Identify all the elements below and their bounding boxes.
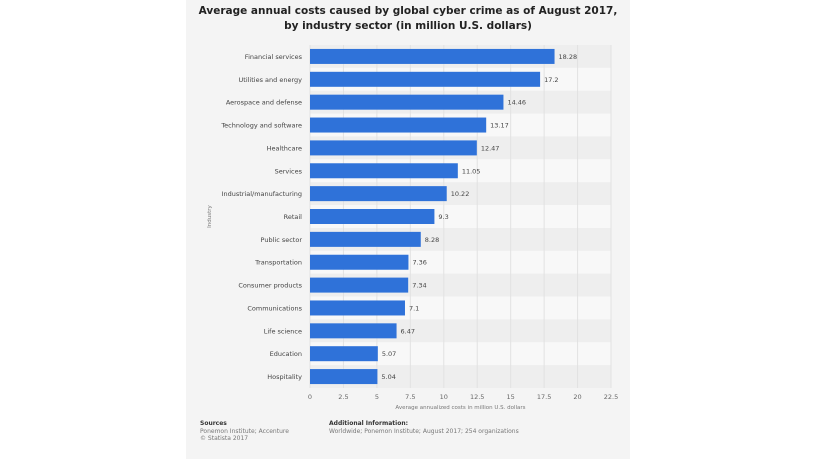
bar: [310, 163, 458, 179]
bar: [310, 300, 405, 316]
additional-info-block: Additional Information: Worldwide; Ponem…: [329, 420, 519, 435]
value-label: 5.04: [381, 373, 395, 381]
bar: [310, 346, 378, 362]
category-label: Financial services: [245, 53, 303, 61]
x-tick-label: 7.5: [405, 393, 415, 401]
x-tick-label: 2.5: [338, 393, 348, 401]
category-label: Industrial/manufacturing: [222, 190, 302, 198]
bar: [310, 140, 477, 156]
bar: [310, 209, 435, 224]
value-label: 13.17: [490, 122, 509, 130]
value-label: 12.47: [481, 144, 500, 152]
category-label: Consumer products: [238, 282, 302, 290]
category-label: Healthcare: [267, 144, 302, 152]
category-label: Transportation: [254, 259, 302, 267]
sources-heading: Sources: [200, 420, 227, 427]
value-label: 5.07: [382, 350, 396, 358]
x-axis-title: Average annualized costs in million U.S.…: [395, 405, 525, 411]
bar: [310, 94, 504, 110]
additional-info-text: Worldwide; Ponemon Institute; August 201…: [329, 427, 519, 435]
copyright-text: © Statista 2017: [200, 435, 249, 442]
value-label: 11.05: [462, 167, 481, 175]
x-tick-label: 0: [308, 393, 312, 401]
chart-title-line-1: Average annual costs caused by global cy…: [198, 5, 618, 17]
value-label: 10.22: [451, 190, 470, 198]
sources-text: Ponemon Institute; Accenture: [200, 427, 289, 435]
x-tick-label: 12.5: [470, 393, 484, 401]
y-axis-title: Industry: [207, 204, 213, 227]
x-tick-label: 20: [573, 393, 581, 401]
category-label: Services: [275, 167, 303, 175]
value-label: 14.46: [507, 99, 526, 107]
bar: [310, 323, 397, 339]
value-label: 6.47: [401, 327, 415, 335]
category-label: Communications: [247, 304, 302, 312]
category-label: Life science: [264, 327, 302, 335]
value-label: 9.3: [438, 213, 448, 221]
row-band: [310, 365, 611, 388]
category-label: Utilities and energy: [239, 76, 303, 84]
value-label: 17.2: [544, 76, 558, 84]
value-label: 7.1: [409, 304, 419, 312]
row-band: [310, 342, 611, 366]
bar: [310, 186, 447, 202]
category-label: Technology and software: [220, 122, 302, 130]
category-label: Education: [270, 350, 302, 358]
bar: [310, 48, 555, 64]
category-label: Aerospace and defense: [226, 99, 302, 107]
bar: [310, 369, 378, 385]
value-label: 8.28: [425, 236, 439, 244]
value-label: 18.28: [559, 53, 578, 61]
x-tick-label: 17.5: [537, 393, 551, 401]
x-tick-label: 22.5: [604, 393, 618, 401]
category-label: Public sector: [261, 236, 303, 244]
bar: [310, 71, 541, 87]
chart-title: Average annual costs caused by global cy…: [186, 4, 630, 34]
value-label: 7.36: [412, 259, 426, 267]
category-label: Hospitality: [267, 373, 302, 381]
bar: [310, 277, 409, 293]
value-label: 7.34: [412, 282, 426, 290]
x-tick-label: 10: [440, 393, 448, 401]
additional-info-heading: Additional Information:: [329, 420, 409, 427]
category-label: Retail: [284, 213, 303, 221]
x-tick-label: 15: [507, 393, 515, 401]
x-tick-label: 5: [375, 393, 379, 401]
chart-title-line-2: by industry sector (in million U.S. doll…: [284, 20, 532, 32]
bar: [310, 117, 487, 133]
bar: [310, 254, 409, 270]
sources-block: Sources Ponemon Institute; Accenture © S…: [200, 420, 289, 443]
bar: [310, 231, 421, 247]
